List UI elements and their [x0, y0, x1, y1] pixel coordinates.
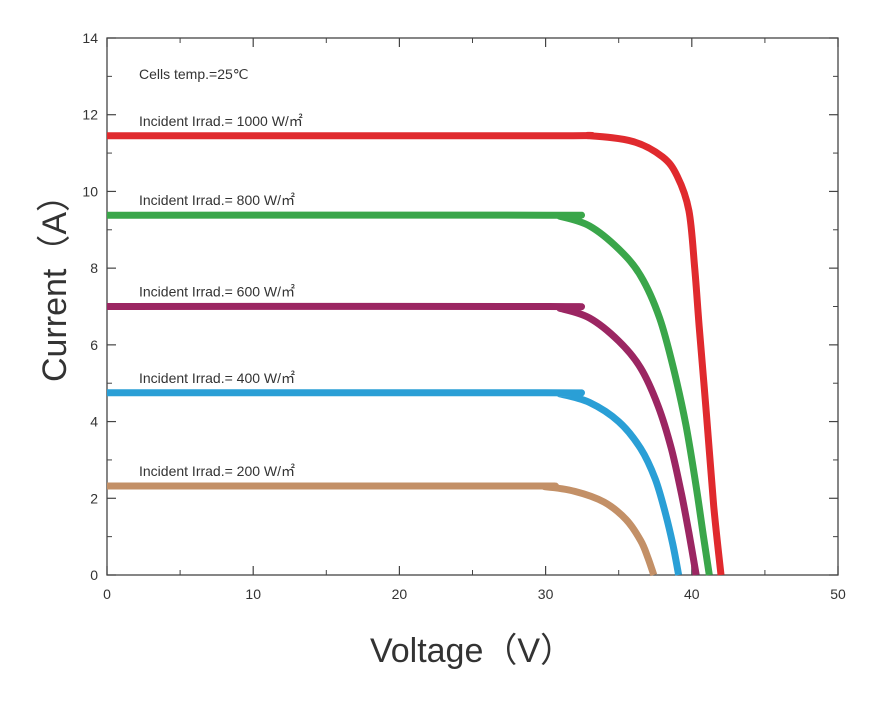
series-label-0: Incident Irrad.= 1000 W/㎡ [139, 113, 303, 129]
series-line-2 [106, 302, 700, 576]
x-tick-label: 40 [684, 586, 700, 602]
x-tick-label: 50 [830, 586, 846, 602]
series-label-2: Incident Irrad.= 600 W/㎡ [139, 284, 295, 300]
y-axis-title: Current（A） [36, 178, 74, 382]
cell-temperature-annotation: Cells temp.=25℃ [139, 66, 249, 82]
y-tick-label: 12 [82, 107, 98, 123]
y-tick-label: 14 [82, 30, 98, 46]
x-tick-label: 10 [245, 586, 261, 602]
y-tick-label: 8 [90, 260, 98, 276]
series-line-0 [107, 131, 725, 576]
series-line-4 [106, 482, 658, 577]
series-label-4: Incident Irrad.= 200 W/㎡ [139, 463, 295, 479]
x-axis-title: Voltage（V） [370, 632, 574, 670]
y-tick-label: 2 [90, 490, 98, 506]
y-tick-label: 6 [90, 337, 98, 353]
x-tick-label: 30 [538, 586, 554, 602]
y-tick-label: 4 [90, 414, 98, 430]
axis-ticks: 0 10 20 30 40 50 0 2 4 6 8 10 12 14 [82, 30, 846, 602]
series-label-1: Incident Irrad.= 800 W/㎡ [139, 192, 295, 208]
series-layer [106, 131, 725, 577]
y-tick-label: 0 [90, 567, 98, 583]
series-line-3 [106, 389, 683, 576]
x-tick-label: 20 [392, 586, 408, 602]
series-labels: Incident Irrad.= 1000 W/㎡ Incident Irrad.… [139, 113, 303, 479]
y-tick-label: 10 [82, 183, 98, 199]
x-tick-label: 0 [103, 586, 111, 602]
series-line-1 [106, 211, 713, 576]
series-label-3: Incident Irrad.= 400 W/㎡ [139, 370, 295, 386]
